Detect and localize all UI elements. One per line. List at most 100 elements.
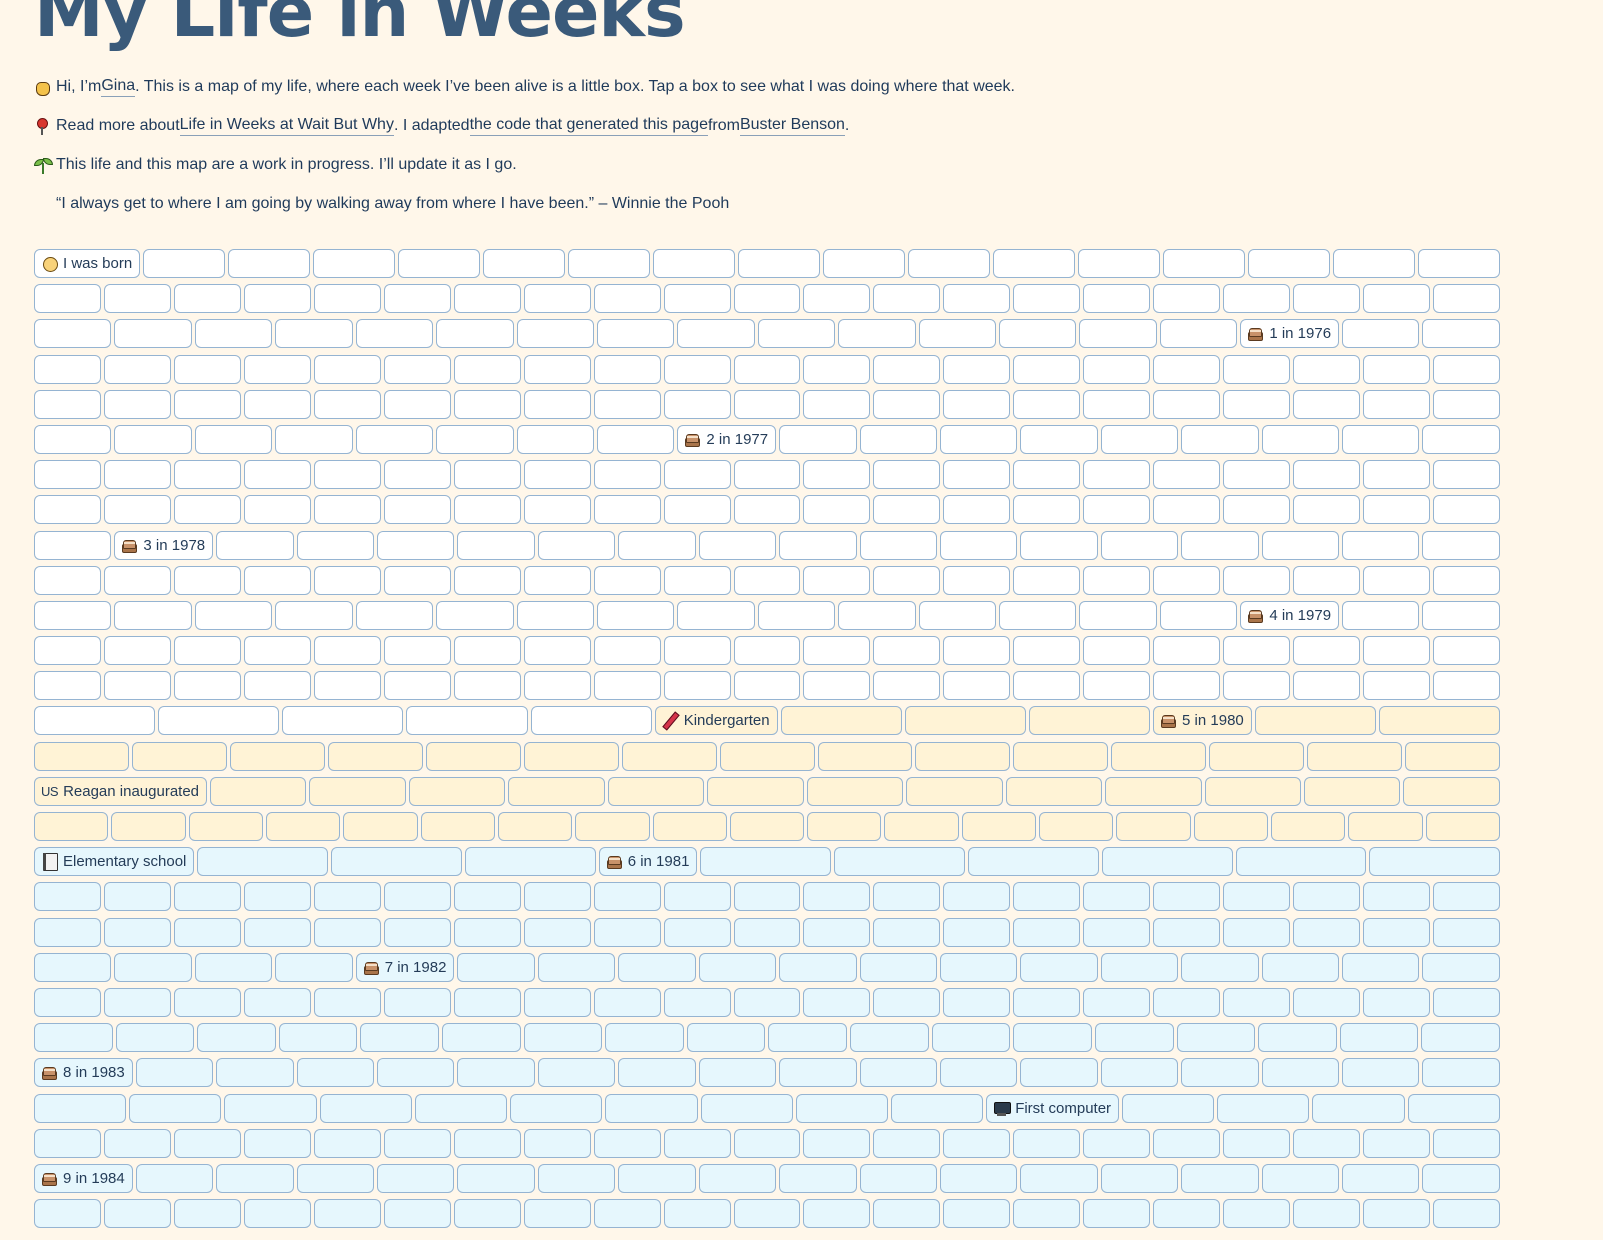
week-box[interactable] — [173, 460, 241, 490]
week-box[interactable] — [593, 354, 661, 384]
week-box[interactable] — [1433, 495, 1501, 525]
week-box[interactable] — [738, 249, 821, 278]
week-box-event[interactable]: 6 in 1981 — [598, 847, 698, 877]
week-box[interactable] — [1100, 530, 1179, 560]
week-box[interactable] — [733, 671, 801, 701]
week-box[interactable] — [243, 354, 311, 384]
week-box[interactable] — [34, 882, 101, 912]
week-box[interactable] — [873, 460, 941, 490]
week-box[interactable] — [1020, 530, 1098, 560]
week-box[interactable] — [698, 530, 777, 560]
week-box[interactable] — [1422, 600, 1500, 630]
week-box[interactable] — [1363, 495, 1431, 525]
week-box[interactable] — [593, 636, 661, 666]
week-box[interactable] — [1271, 812, 1346, 841]
week-box[interactable] — [1422, 1058, 1500, 1088]
week-box[interactable] — [243, 495, 311, 525]
week-box[interactable] — [1223, 917, 1291, 947]
week-box[interactable] — [173, 671, 241, 701]
week-box[interactable] — [803, 636, 871, 666]
week-box[interactable] — [1111, 741, 1207, 771]
week-box[interactable] — [173, 987, 241, 1017]
week-box[interactable] — [331, 847, 462, 877]
week-box[interactable] — [593, 882, 661, 912]
week-box[interactable] — [453, 882, 521, 912]
week-box[interactable] — [618, 530, 696, 560]
week-box[interactable] — [873, 636, 941, 666]
week-box[interactable] — [34, 671, 101, 701]
week-box[interactable] — [850, 1023, 929, 1053]
week-box[interactable] — [34, 1093, 127, 1123]
week-box[interactable] — [523, 917, 591, 947]
week-box[interactable] — [34, 284, 101, 314]
week-box[interactable] — [355, 319, 434, 349]
week-box[interactable] — [823, 249, 906, 278]
week-box[interactable] — [313, 1128, 381, 1158]
week-box[interactable] — [309, 776, 406, 806]
week-box[interactable] — [457, 1058, 535, 1088]
week-box[interactable] — [803, 460, 871, 490]
week-box[interactable] — [803, 917, 871, 947]
week-box[interactable] — [1223, 565, 1291, 595]
week-box[interactable] — [103, 987, 171, 1017]
week-box[interactable] — [243, 460, 311, 490]
week-box[interactable] — [457, 530, 535, 560]
week-box[interactable] — [1293, 284, 1361, 314]
week-box[interactable] — [904, 706, 1026, 736]
week-box[interactable] — [1363, 460, 1431, 490]
week-box[interactable] — [663, 495, 731, 525]
week-box[interactable] — [442, 1023, 521, 1053]
week-box[interactable] — [1312, 1093, 1405, 1123]
week-box[interactable] — [663, 354, 731, 384]
week-box[interactable] — [516, 424, 594, 454]
week-box[interactable] — [1013, 636, 1081, 666]
week-box[interactable] — [1223, 636, 1291, 666]
week-box[interactable] — [993, 249, 1076, 278]
week-box[interactable] — [188, 812, 263, 841]
week-box-event[interactable]: 1 in 1976 — [1240, 319, 1340, 349]
week-box[interactable] — [1100, 1058, 1179, 1088]
week-box[interactable] — [1153, 460, 1221, 490]
week-box[interactable] — [210, 776, 307, 806]
week-box[interactable] — [103, 636, 171, 666]
week-box[interactable] — [360, 1023, 440, 1053]
week-box[interactable] — [103, 389, 171, 419]
week-box[interactable] — [523, 354, 591, 384]
week-box[interactable] — [686, 1023, 766, 1053]
week-box[interactable] — [607, 776, 705, 806]
week-box[interactable] — [1403, 776, 1500, 806]
week-box[interactable] — [939, 530, 1018, 560]
week-box[interactable] — [131, 741, 227, 771]
week-box[interactable] — [1122, 1093, 1215, 1123]
week-box[interactable] — [1100, 424, 1179, 454]
week-box-event[interactable]: I was born — [34, 249, 141, 278]
week-box[interactable] — [436, 319, 514, 349]
week-box[interactable] — [593, 987, 661, 1017]
week-box[interactable] — [803, 284, 871, 314]
week-box[interactable] — [663, 565, 731, 595]
week-box[interactable] — [1332, 249, 1415, 278]
week-box[interactable] — [173, 389, 241, 419]
week-box[interactable] — [873, 284, 941, 314]
week-box[interactable] — [1083, 460, 1151, 490]
week-box[interactable] — [523, 741, 619, 771]
week-box[interactable] — [275, 600, 353, 630]
week-box[interactable] — [700, 847, 832, 877]
week-box[interactable] — [194, 600, 273, 630]
week-box[interactable] — [537, 952, 616, 982]
week-box[interactable] — [343, 812, 418, 841]
week-box[interactable] — [319, 1093, 412, 1123]
week-box[interactable] — [275, 319, 353, 349]
week-box[interactable] — [1348, 812, 1423, 841]
week-box[interactable] — [383, 354, 451, 384]
week-box[interactable] — [313, 495, 381, 525]
week-box[interactable] — [34, 495, 101, 525]
week-box[interactable] — [890, 1093, 984, 1123]
week-box[interactable] — [729, 812, 805, 841]
week-box[interactable] — [873, 1128, 941, 1158]
week-box[interactable] — [115, 1023, 195, 1053]
week-box[interactable] — [1083, 565, 1151, 595]
week-box-event[interactable]: US Reagan inaugurated — [34, 776, 208, 806]
week-box[interactable] — [103, 284, 171, 314]
week-box[interactable] — [1181, 952, 1259, 982]
